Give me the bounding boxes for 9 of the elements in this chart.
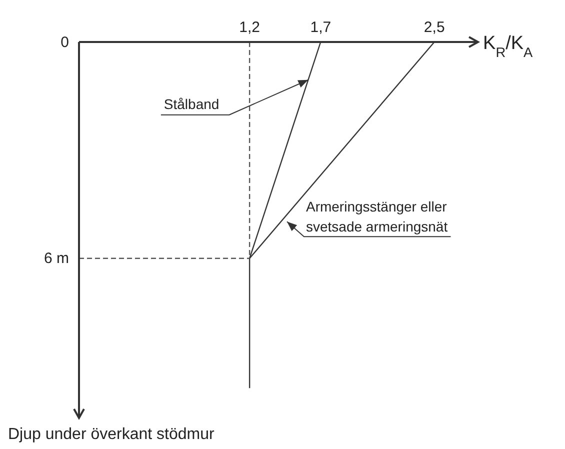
y-tick-label: 6 m — [44, 250, 69, 268]
y-axis-title: Djup under överkant stödmur — [8, 426, 215, 443]
x-axis-title: K$_{R}$/K$_{A}$ — [483, 33, 534, 60]
x-tick-label: 2,5 — [424, 19, 445, 36]
series-label: Armeringsstänger eller svetsade armeringsnät — [306, 198, 448, 235]
x-tick-label: 1,7 — [310, 19, 332, 36]
y-tick-label: 0 — [60, 34, 69, 51]
text: Stålband — [164, 96, 220, 112]
x-tick-label: 1,2 — [239, 19, 260, 36]
